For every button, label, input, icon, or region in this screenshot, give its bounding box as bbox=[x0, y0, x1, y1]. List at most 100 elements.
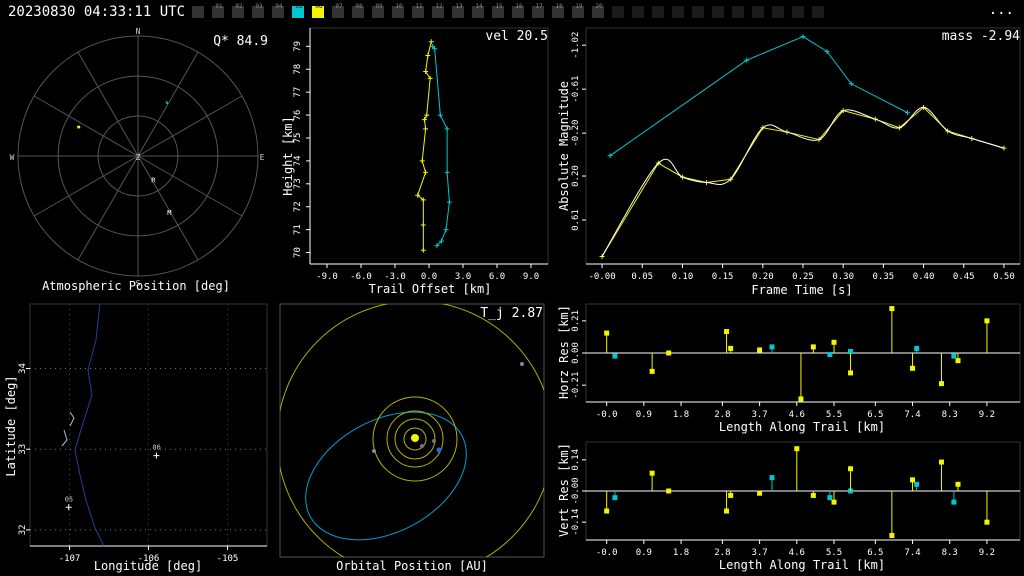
x-tick-label: 5.5 bbox=[826, 410, 842, 420]
compass-E: E bbox=[260, 153, 265, 162]
x-tick-label: -106 bbox=[138, 554, 160, 564]
station-label: 05 bbox=[65, 495, 73, 503]
camera-toggle-11[interactable]: 11 bbox=[412, 3, 424, 18]
residual-point-06 bbox=[757, 490, 763, 496]
camera-toggle-slot0[interactable] bbox=[192, 6, 204, 18]
residual-point-06 bbox=[955, 358, 961, 364]
camera-label: 09 bbox=[375, 3, 383, 10]
x-tick-label: 1.8 bbox=[673, 410, 689, 420]
azimuth-spoke bbox=[77, 155, 139, 261]
camera-label: 16 bbox=[515, 3, 523, 10]
x-tick-label: 5.5 bbox=[826, 548, 842, 558]
menu-button[interactable]: ... bbox=[988, 2, 1014, 18]
residual-point-05 bbox=[951, 353, 957, 359]
y-tick-label: -1.02 bbox=[571, 32, 581, 59]
camera-toggle-04[interactable]: 04 bbox=[272, 3, 284, 18]
camera-toggle-13[interactable]: 13 bbox=[452, 3, 464, 18]
camera-label: 20 bbox=[595, 3, 603, 10]
camera-toggle-08[interactable]: 08 bbox=[352, 3, 364, 18]
camera-label: 12 bbox=[435, 3, 443, 10]
terrain-outline bbox=[61, 411, 75, 447]
y-tick-label: -0.61 bbox=[571, 76, 581, 103]
x-tick-label: 9.2 bbox=[979, 410, 995, 420]
map-ylabel: Latitude [deg] bbox=[4, 375, 18, 476]
planet-jupiter bbox=[520, 362, 524, 366]
camera-toggle-14[interactable]: 14 bbox=[472, 3, 484, 18]
camera-toggle-10[interactable]: 10 bbox=[392, 3, 404, 18]
camera-toggle-slot30[interactable] bbox=[792, 6, 804, 18]
camera-toggle-03[interactable]: 03 bbox=[252, 3, 264, 18]
camera-toggle-20[interactable]: 20 bbox=[592, 3, 604, 18]
residual-point-06 bbox=[724, 329, 730, 335]
ground-map-chart: -107 -106 -105 32 33 34 05 06 Longitude [deg] L… bbox=[4, 303, 268, 573]
camera-toggle-slot24[interactable] bbox=[672, 6, 684, 18]
camera-toggle-17[interactable]: 17 bbox=[532, 3, 544, 18]
x-tick-label: -0.00 bbox=[589, 272, 616, 282]
camera-toggle-slot27[interactable] bbox=[732, 6, 744, 18]
y-tick-label: -0.20 bbox=[571, 120, 581, 147]
camera-toggle-19[interactable]: 19 bbox=[572, 3, 584, 18]
x-tick-label: 9.0 bbox=[523, 272, 539, 282]
magnitude-line-06 bbox=[601, 106, 1005, 257]
camera-toggle-09[interactable]: 09 bbox=[372, 3, 384, 18]
camera-toggle-16[interactable]: 16 bbox=[512, 3, 524, 18]
y-tick-label: 76 bbox=[293, 110, 303, 121]
camera-toggle-slot21[interactable] bbox=[612, 6, 624, 18]
earth-orbit bbox=[386, 410, 444, 468]
trail-point-06 bbox=[420, 222, 426, 228]
residual-point-06 bbox=[666, 488, 672, 494]
y-tick-label: 0.14 bbox=[571, 449, 581, 471]
azimuth-spoke bbox=[137, 51, 199, 157]
residual-point-06 bbox=[889, 533, 895, 539]
polar-grid: N E S W Z bbox=[10, 27, 265, 288]
trail-point-05 bbox=[444, 169, 450, 175]
camera-toggle-07[interactable]: 07 bbox=[332, 3, 344, 18]
camera-toggle-slot23[interactable] bbox=[652, 6, 664, 18]
y-tick-label: 0.20 bbox=[571, 165, 581, 187]
trail-point-06 bbox=[420, 247, 426, 253]
camera-toggle-slot31[interactable] bbox=[812, 6, 824, 18]
mars-orbit bbox=[372, 396, 458, 482]
camera-label: 11 bbox=[415, 3, 423, 10]
marker-M: M bbox=[167, 209, 171, 217]
mass-stat: mass -2.94 bbox=[942, 29, 1020, 44]
camera-toggle-slot22[interactable] bbox=[632, 6, 644, 18]
camera-toggle-05[interactable]: 05 bbox=[292, 3, 304, 18]
camera-label: 08 bbox=[355, 3, 363, 10]
camera-toggle-slot29[interactable] bbox=[772, 6, 784, 18]
camera-label: 18 bbox=[555, 3, 563, 10]
y-tick-label: 32 bbox=[18, 524, 28, 535]
camera-toggle-slot25[interactable] bbox=[692, 6, 704, 18]
residual-point-05 bbox=[769, 475, 775, 481]
x-tick-label: 0.05 bbox=[631, 272, 653, 282]
camera-toggle-slot28[interactable] bbox=[752, 6, 764, 18]
camera-toggle-02[interactable]: 02 bbox=[232, 3, 244, 18]
trail-point-06 bbox=[423, 69, 429, 75]
camera-label: 19 bbox=[575, 3, 583, 10]
residual-point-06 bbox=[984, 519, 990, 525]
y-tick-label: 34 bbox=[18, 363, 28, 374]
trail-point-06 bbox=[423, 126, 429, 132]
camera-toggle-15[interactable]: 15 bbox=[492, 3, 504, 18]
trail-point-06 bbox=[428, 39, 434, 45]
camera-toggle-slot26[interactable] bbox=[712, 6, 724, 18]
y-tick-label: 71 bbox=[293, 224, 303, 235]
x-tick-label: 0.25 bbox=[792, 272, 814, 282]
magnitude-chart: -0.00 0.05 0.10 0.15 0.20 0.25 0.30 0.35 0.40 0.4… bbox=[557, 27, 1021, 297]
x-tick-label: 2.8 bbox=[714, 410, 730, 420]
x-tick-label: 4.6 bbox=[789, 548, 805, 558]
residual-point-06 bbox=[955, 481, 961, 487]
residual-point-05 bbox=[827, 495, 833, 501]
y-tick-label: -0.14 bbox=[571, 509, 581, 536]
camera-toggle-18[interactable]: 18 bbox=[552, 3, 564, 18]
camera-toggle-12[interactable]: 12 bbox=[432, 3, 444, 18]
camera-label: 06 bbox=[315, 3, 323, 10]
magnitude-point-05 bbox=[848, 81, 854, 87]
trail-point-05 bbox=[429, 43, 435, 49]
x-tick-label: -6.0 bbox=[350, 272, 372, 282]
x-tick-label: 0.40 bbox=[913, 272, 935, 282]
camera-toggle-01[interactable]: 01 bbox=[212, 3, 224, 18]
camera-toggle-06[interactable]: 06 bbox=[312, 3, 324, 18]
azimuth-spoke bbox=[137, 95, 243, 157]
x-tick-label: 0.9 bbox=[636, 548, 652, 558]
